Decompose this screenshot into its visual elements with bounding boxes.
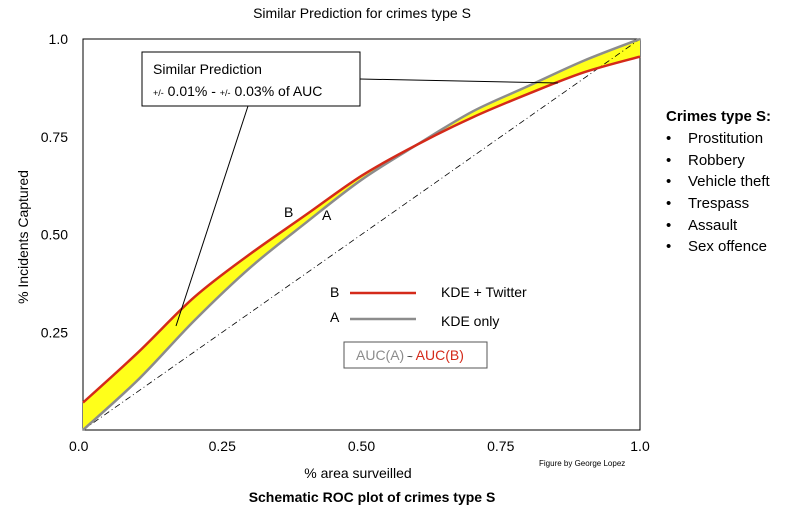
callout-box <box>141 51 361 107</box>
y-tick-label: 0.75 <box>41 129 68 145</box>
x-axis-ticks: 0.0 0.25 0.50 0.75 1.0 <box>69 438 650 454</box>
legend-label-a: KDE only <box>441 313 499 329</box>
chart-title: Similar Prediction for crimes type S <box>253 5 471 21</box>
crime-type-list: Prostitution Robbery Vehicle theft Tresp… <box>666 128 770 258</box>
y-axis-label: % Incidents Captured <box>15 170 31 304</box>
callout-leader-lower <box>175 105 249 327</box>
callout-line-1: Similar Prediction <box>153 61 262 77</box>
y-tick-label: 0.50 <box>41 227 68 243</box>
auc-b: AUC(B) <box>416 347 464 363</box>
x-tick-label: 0.75 <box>487 438 514 454</box>
callout-line-2: +/- 0.01% - +/- 0.03% of AUC <box>153 83 322 99</box>
curve-label-a: A <box>322 207 332 223</box>
callout-leader-upper <box>359 78 559 84</box>
x-tick-label: 1.0 <box>630 438 650 454</box>
figure-caption: Schematic ROC plot of crimes type S <box>249 489 496 505</box>
chance-diagonal <box>82 38 641 431</box>
series-line-kde-twitter <box>82 55 641 404</box>
callout-pm-2: +/- <box>220 88 231 98</box>
y-axis-ticks: 0.25 0.50 0.75 1.0 <box>41 31 68 340</box>
legend-marker-b: B <box>330 284 339 300</box>
list-item: Prostitution <box>666 128 770 150</box>
auc-a: AUC(A) <box>356 347 404 363</box>
y-tick-label: 0.25 <box>41 324 68 340</box>
x-tick-label: 0.0 <box>69 438 89 454</box>
auc-box <box>343 341 488 369</box>
sidebar-title: Crimes type S: <box>666 108 772 125</box>
legend-marker-a: A <box>330 309 340 325</box>
list-item: Vehicle theft <box>666 171 770 193</box>
y-tick-label: 1.0 <box>49 31 69 47</box>
callout-range-1: 0.01% - <box>164 83 220 99</box>
plot-frame <box>82 38 641 431</box>
callout-range-2: 0.03% of AUC <box>231 83 323 99</box>
curve-label-b: B <box>284 204 293 220</box>
x-axis-label: % area surveilled <box>304 465 411 481</box>
auc-sep: ~ <box>404 352 415 363</box>
plot-area <box>82 37 641 431</box>
callout-pm-1: +/- <box>153 88 164 98</box>
x-tick-label: 0.25 <box>209 438 236 454</box>
figure-credit: Figure by George Lopez <box>539 459 625 468</box>
auc-text: AUC(A) ~ AUC(B) <box>356 347 464 363</box>
legend-label-b: KDE + Twitter <box>441 284 527 300</box>
list-item: Sex offence <box>666 236 770 258</box>
list-item: Trespass <box>666 193 770 215</box>
legend: B KDE + Twitter A KDE only <box>330 284 527 329</box>
x-tick-label: 0.50 <box>348 438 375 454</box>
list-item: Assault <box>666 215 770 237</box>
list-item: Robbery <box>666 150 770 172</box>
